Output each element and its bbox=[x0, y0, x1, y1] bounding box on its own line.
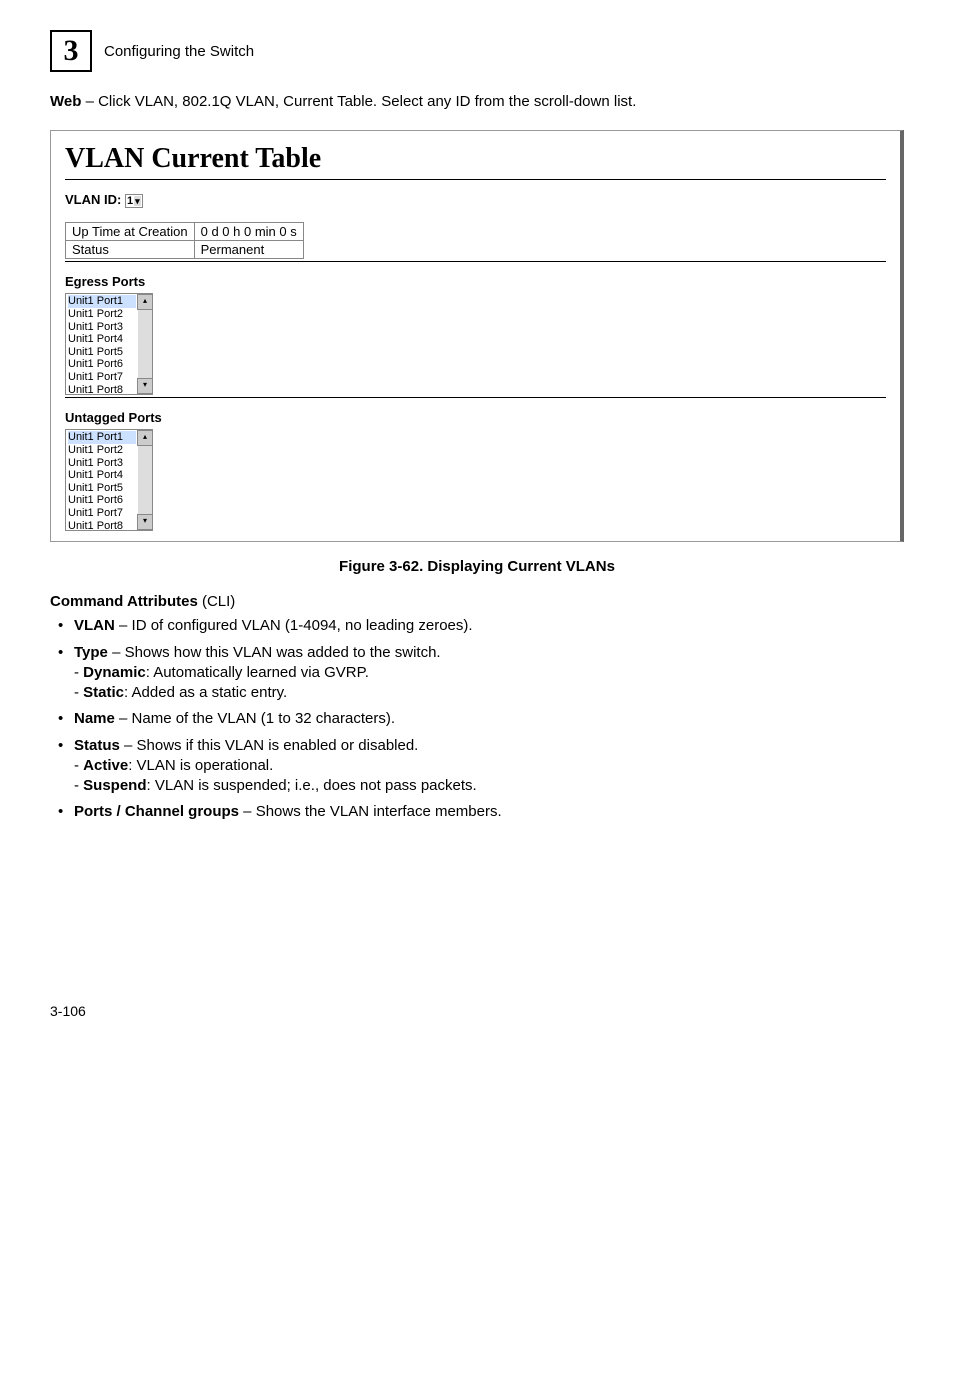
attr-sub-desc: : VLAN is operational. bbox=[128, 757, 273, 774]
attr-sub-name: Suspend bbox=[83, 777, 146, 794]
vlan-info-table: Up Time at Creation 0 d 0 h 0 min 0 s St… bbox=[65, 222, 304, 259]
scroll-down-icon[interactable]: ▾ bbox=[137, 378, 153, 394]
attributes-list: VLAN – ID of configured VLAN (1-4094, no… bbox=[56, 616, 904, 822]
attr-sub-name: Static bbox=[83, 684, 124, 701]
attr-name: Name bbox=[74, 710, 115, 727]
list-item[interactable]: Unit1 Port8 bbox=[68, 520, 136, 531]
list-item[interactable]: Unit1 Port4 bbox=[68, 333, 136, 346]
info-cell: 0 d 0 h 0 min 0 s bbox=[194, 223, 303, 241]
scroll-down-icon[interactable]: ▾ bbox=[137, 514, 153, 530]
vlan-id-label: VLAN ID: bbox=[65, 192, 121, 207]
attr-name: Status bbox=[74, 737, 120, 754]
table-row: Up Time at Creation 0 d 0 h 0 min 0 s bbox=[66, 223, 304, 241]
scroll-up-icon[interactable]: ▴ bbox=[137, 294, 153, 310]
list-item[interactable]: Unit1 Port1 bbox=[68, 295, 136, 308]
list-item[interactable]: Unit1 Port3 bbox=[68, 321, 136, 334]
chapter-title: Configuring the Switch bbox=[104, 43, 254, 60]
attr-subitem: - Dynamic: Automatically learned via GVR… bbox=[74, 664, 369, 681]
egress-ports-listbox[interactable]: Unit1 Port1 Unit1 Port2 Unit1 Port3 Unit… bbox=[65, 293, 153, 395]
attr-desc: – Name of the VLAN (1 to 32 characters). bbox=[115, 710, 395, 727]
chapter-number-box: 3 bbox=[50, 30, 92, 72]
attr-desc: – ID of configured VLAN (1-4094, no lead… bbox=[115, 617, 473, 634]
scroll-track[interactable] bbox=[138, 310, 152, 378]
attr-item: Ports / Channel groups – Shows the VLAN … bbox=[56, 802, 904, 822]
attr-sub-name: Dynamic bbox=[83, 664, 146, 681]
info-cell: Status bbox=[66, 241, 195, 259]
attr-sub-name: Active bbox=[83, 757, 128, 774]
untagged-ports-listbox[interactable]: Unit1 Port1 Unit1 Port2 Unit1 Port3 Unit… bbox=[65, 429, 153, 531]
figure-caption: Figure 3-62. Displaying Current VLANs bbox=[50, 558, 904, 575]
list-item[interactable]: Unit1 Port7 bbox=[68, 371, 136, 384]
page-header: 3 Configuring the Switch bbox=[50, 30, 904, 72]
attr-subitem: - Static: Added as a static entry. bbox=[74, 684, 287, 701]
command-attributes-heading: Command Attributes (CLI) bbox=[50, 593, 904, 610]
attr-desc: – Shows how this VLAN was added to the s… bbox=[108, 644, 441, 661]
panel-title: VLAN Current Table bbox=[65, 143, 886, 175]
attr-sub-desc: : VLAN is suspended; i.e., does not pass… bbox=[147, 777, 477, 794]
list-item[interactable]: Unit1 Port6 bbox=[68, 358, 136, 371]
attr-name: Ports / Channel groups bbox=[74, 803, 239, 820]
attr-subitem: - Suspend: VLAN is suspended; i.e., does… bbox=[74, 777, 477, 794]
table-row: Status Permanent bbox=[66, 241, 304, 259]
attr-item: Name – Name of the VLAN (1 to 32 charact… bbox=[56, 709, 904, 729]
egress-ports-label: Egress Ports bbox=[65, 274, 886, 289]
attr-subitem: - Active: VLAN is operational. bbox=[74, 757, 273, 774]
vlan-id-select[interactable]: 1 bbox=[125, 194, 143, 208]
vlan-id-row: VLAN ID: 1 bbox=[65, 192, 886, 208]
info-cell: Permanent bbox=[194, 241, 303, 259]
attr-desc: – Shows if this VLAN is enabled or disab… bbox=[120, 737, 419, 754]
egress-ports-items: Unit1 Port1 Unit1 Port2 Unit1 Port3 Unit… bbox=[66, 294, 138, 394]
page-number: 3-106 bbox=[50, 1003, 904, 1019]
attr-item: Type – Shows how this VLAN was added to … bbox=[56, 643, 904, 704]
attr-name: Type bbox=[74, 644, 108, 661]
list-item[interactable]: Unit1 Port4 bbox=[68, 469, 136, 482]
intro-web-bold: Web bbox=[50, 93, 81, 110]
section-divider bbox=[65, 261, 886, 262]
intro-paragraph: Web – Click VLAN, 802.1Q VLAN, Current T… bbox=[50, 92, 904, 112]
vlan-current-table-panel: VLAN Current Table VLAN ID: 1 Up Time at… bbox=[50, 130, 904, 542]
attr-item: Status – Shows if this VLAN is enabled o… bbox=[56, 736, 904, 797]
vlan-id-value: 1 bbox=[127, 195, 133, 207]
panel-divider bbox=[65, 179, 886, 180]
untagged-ports-items: Unit1 Port1 Unit1 Port2 Unit1 Port3 Unit… bbox=[66, 430, 138, 530]
section-divider bbox=[65, 397, 886, 398]
scroll-track[interactable] bbox=[138, 446, 152, 514]
list-item[interactable]: Unit1 Port2 bbox=[68, 308, 136, 321]
chapter-number: 3 bbox=[64, 34, 79, 68]
list-item[interactable]: Unit1 Port3 bbox=[68, 457, 136, 470]
list-item[interactable]: Unit1 Port1 bbox=[68, 431, 136, 444]
scrollbar[interactable]: ▴ ▾ bbox=[138, 430, 152, 530]
cmd-attr-rest: (CLI) bbox=[198, 593, 236, 610]
list-item[interactable]: Unit1 Port6 bbox=[68, 494, 136, 507]
list-item[interactable]: Unit1 Port8 bbox=[68, 384, 136, 395]
attr-sub-desc: : Automatically learned via GVRP. bbox=[146, 664, 369, 681]
untagged-ports-label: Untagged Ports bbox=[65, 410, 886, 425]
intro-web-rest: – Click VLAN, 802.1Q VLAN, Current Table… bbox=[81, 93, 636, 110]
scrollbar[interactable]: ▴ ▾ bbox=[138, 294, 152, 394]
list-item[interactable]: Unit1 Port2 bbox=[68, 444, 136, 457]
attr-desc: – Shows the VLAN interface members. bbox=[239, 803, 502, 820]
list-item[interactable]: Unit1 Port7 bbox=[68, 507, 136, 520]
info-cell: Up Time at Creation bbox=[66, 223, 195, 241]
scroll-up-icon[interactable]: ▴ bbox=[137, 430, 153, 446]
list-item[interactable]: Unit1 Port5 bbox=[68, 482, 136, 495]
cmd-attr-bold: Command Attributes bbox=[50, 593, 198, 610]
list-item[interactable]: Unit1 Port5 bbox=[68, 346, 136, 359]
attr-item: VLAN – ID of configured VLAN (1-4094, no… bbox=[56, 616, 904, 636]
attr-sub-desc: : Added as a static entry. bbox=[124, 684, 287, 701]
attr-name: VLAN bbox=[74, 617, 115, 634]
